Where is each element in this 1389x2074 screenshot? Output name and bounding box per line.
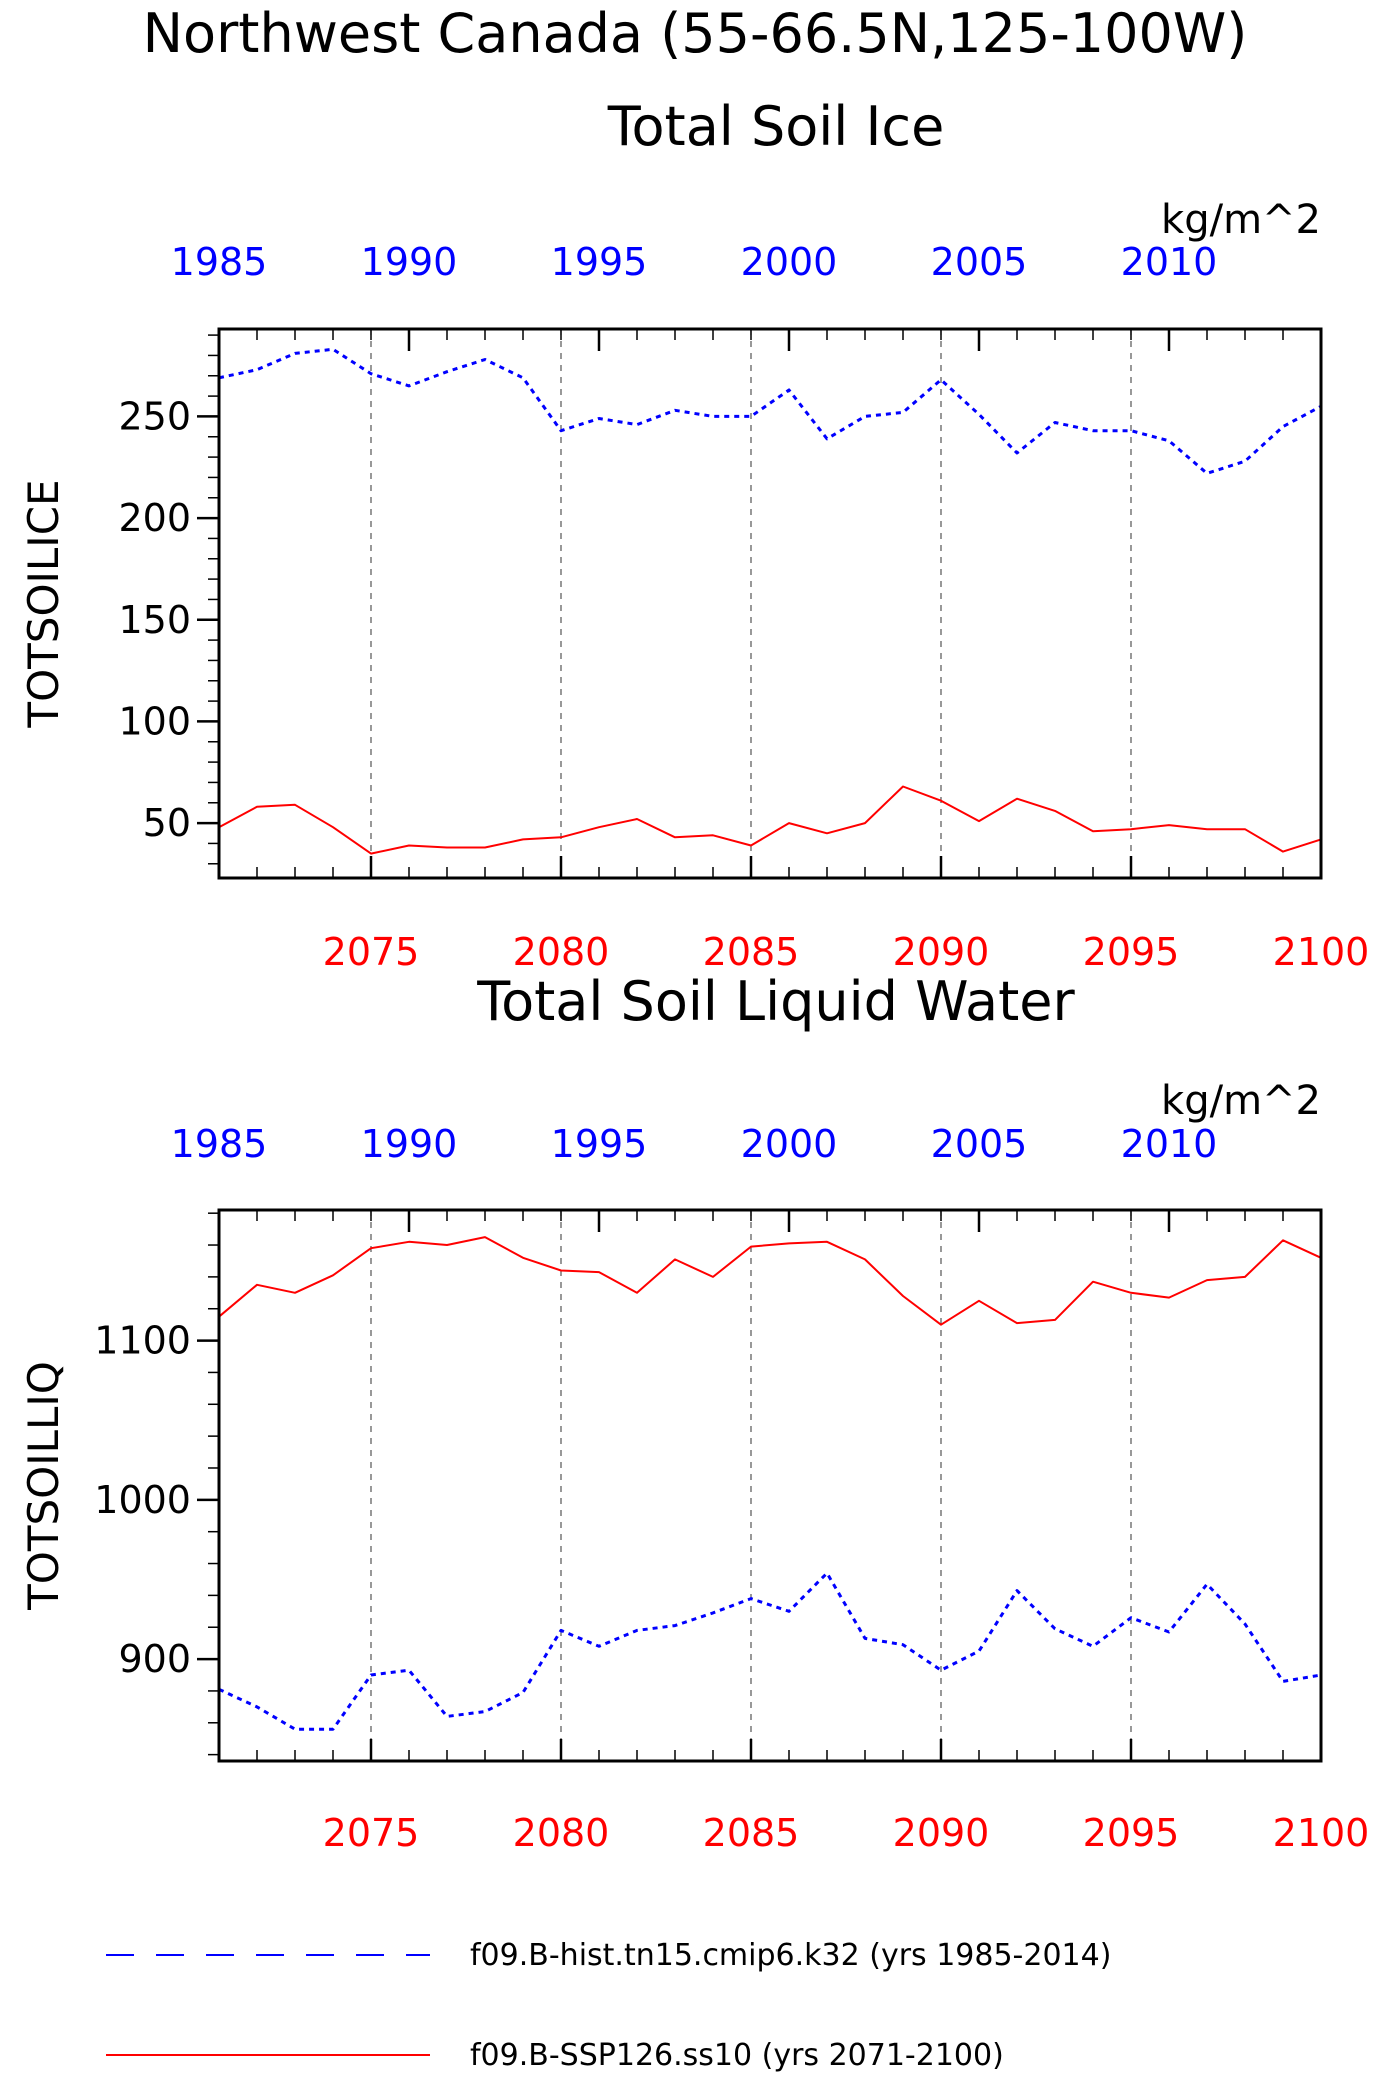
x-top-tick-label: 2000 — [741, 240, 838, 284]
x-bottom-tick-label: 2095 — [1083, 1811, 1180, 1855]
plot-frame — [217, 327, 1323, 880]
units-label: kg/m^2 — [1161, 197, 1321, 243]
x-bottom-tick-label: 2090 — [893, 930, 990, 974]
y-axis-label: TOTSOILICE — [19, 479, 68, 728]
x-top-tick-label: 2010 — [1121, 240, 1218, 284]
x-bottom-tick-label: 2075 — [323, 930, 420, 974]
y-axis-label: TOTSOILLIQ — [19, 1361, 68, 1611]
x-bottom-tick-label: 2080 — [513, 930, 610, 974]
panel-total-soil-ice: Total Soil Ice kg/m^2 2075 2080 2085 2090 2095… — [19, 95, 1369, 974]
x-top-tick-label: 1990 — [361, 1122, 458, 1166]
x-bottom-tick-label: 2085 — [703, 930, 800, 974]
x-bottom-tick-label: 2075 — [323, 1811, 420, 1855]
y-tick-label: 900 — [118, 1637, 191, 1681]
x-top-tick-label: 1995 — [551, 1122, 648, 1166]
series-line-hist — [218, 347, 1322, 475]
panel-total-soil-liquid-water: Total Soil Liquid Water kg/m^2 2075 2080 208… — [19, 970, 1369, 1855]
y-tick-label: 1100 — [94, 1319, 191, 1363]
x-bottom-tick-label: 2085 — [703, 1811, 800, 1855]
x-top-tick-label: 2005 — [931, 1122, 1028, 1166]
x-bottom-tick-label: 2090 — [893, 1811, 990, 1855]
legend-label-hist: f09.B-hist.tn15.cmip6.k32 (yrs 1985-2014… — [470, 1938, 1111, 1973]
units-label: kg/m^2 — [1161, 1078, 1321, 1124]
series-line-ssp — [218, 1236, 1322, 1326]
x-bottom-tick-label: 2095 — [1083, 930, 1180, 974]
x-top-tick-label: 2005 — [931, 240, 1028, 284]
legend: f09.B-hist.tn15.cmip6.k32 (yrs 1985-2014… — [106, 1938, 1111, 2073]
series-line-hist — [218, 1571, 1322, 1731]
y-tick-label: 150 — [118, 598, 191, 642]
x-bottom-tick-label: 2100 — [1273, 1811, 1370, 1855]
y-tick-label: 100 — [118, 699, 191, 743]
x-top-tick-label: 1985 — [171, 1122, 268, 1166]
y-tick-label: 50 — [143, 801, 191, 845]
x-top-tick-label: 1995 — [551, 240, 648, 284]
x-top-tick-label: 2010 — [1121, 1122, 1218, 1166]
figure-title-line1: Northwest Canada (55-66.5N,125-100W) — [143, 2, 1248, 65]
x-top-tick-label: 1985 — [171, 240, 268, 284]
y-tick-label: 1000 — [94, 1478, 191, 1522]
x-top-tick-label: 2000 — [741, 1122, 838, 1166]
legend-label-ssp: f09.B-SSP126.ss10 (yrs 2071-2100) — [470, 2038, 1004, 2073]
panel-title: Total Soil Liquid Water — [476, 970, 1075, 1033]
series-line-ssp — [218, 785, 1322, 855]
x-top-tick-label: 1990 — [361, 240, 458, 284]
x-bottom-tick-label: 2080 — [513, 1811, 610, 1855]
panel-title: Total Soil Ice — [607, 95, 945, 158]
y-tick-label: 200 — [118, 496, 191, 540]
plot-frame — [217, 1208, 1323, 1763]
y-tick-label: 250 — [118, 394, 191, 438]
x-bottom-tick-label: 2100 — [1273, 930, 1370, 974]
